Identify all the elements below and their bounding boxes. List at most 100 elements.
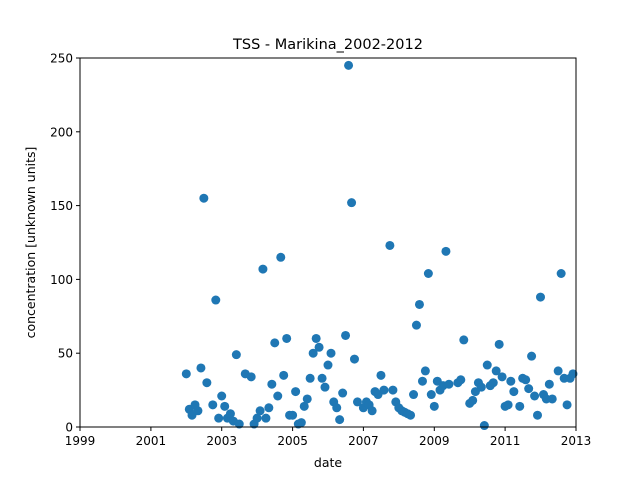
data-point (273, 391, 283, 401)
data-point (255, 406, 265, 416)
data-point (376, 370, 386, 380)
x-tick-label: 2005 (277, 434, 308, 448)
data-point (296, 418, 306, 428)
data-point (341, 330, 351, 340)
x-tick-label: 2007 (348, 434, 379, 448)
data-point (352, 397, 362, 407)
data-point (444, 379, 454, 389)
data-point (429, 401, 439, 411)
data-points (181, 60, 578, 431)
data-point (509, 387, 519, 397)
data-point (417, 376, 427, 386)
data-point (367, 406, 377, 416)
data-point (468, 395, 478, 405)
x-tick-label: 2009 (419, 434, 450, 448)
data-point (270, 338, 280, 348)
data-point (426, 390, 436, 400)
data-point (506, 376, 516, 386)
data-point (420, 366, 430, 376)
y-tick-label: 50 (58, 347, 73, 361)
data-point (456, 375, 466, 385)
data-point (193, 406, 203, 416)
data-point (291, 387, 301, 397)
data-point (524, 384, 534, 394)
data-point (521, 375, 531, 385)
data-point (553, 366, 563, 376)
data-point (326, 348, 336, 358)
data-point (288, 410, 298, 420)
data-point (441, 246, 451, 256)
data-point (276, 252, 286, 262)
data-point (305, 373, 315, 383)
data-point (479, 421, 489, 431)
data-point (494, 339, 504, 349)
data-point (530, 391, 540, 401)
data-point (264, 403, 274, 413)
y-tick-label: 200 (50, 125, 73, 139)
data-point (388, 385, 398, 395)
chart-title: TSS - Marikina_2002-2012 (232, 37, 423, 53)
data-point (338, 388, 348, 398)
data-point (225, 409, 235, 419)
data-point (181, 369, 191, 379)
x-tick-label: 2001 (136, 434, 167, 448)
data-point (349, 354, 359, 364)
data-point (527, 351, 537, 361)
y-tick-label: 0 (65, 421, 73, 435)
data-point (332, 403, 342, 413)
data-point (409, 390, 419, 400)
data-point (234, 419, 244, 429)
y-tick-label: 250 (50, 52, 73, 66)
plot-frame (79, 57, 577, 428)
data-point (196, 363, 206, 373)
data-point (299, 401, 309, 411)
data-point (317, 373, 327, 383)
data-point (323, 360, 333, 370)
data-point (308, 348, 318, 358)
data-point (311, 333, 321, 343)
data-point (459, 335, 469, 345)
x-tick-label: 2011 (490, 434, 521, 448)
data-point (385, 240, 395, 250)
data-point (379, 385, 389, 395)
y-axis-label: concentration [unknown units] (23, 147, 38, 339)
data-point (335, 415, 345, 425)
data-point (217, 391, 227, 401)
data-point (544, 379, 554, 389)
data-point (258, 264, 268, 274)
data-point (497, 372, 507, 382)
x-tick-label: 1999 (65, 434, 96, 448)
data-point (491, 366, 501, 376)
data-point (199, 193, 209, 203)
data-point (282, 333, 292, 343)
data-point (208, 400, 218, 410)
data-point (482, 360, 492, 370)
x-tick-label: 2013 (561, 434, 592, 448)
data-point (476, 382, 486, 392)
x-axis-ticks: 1999 2001 2003 2005 2007 2009 2011 2013 (65, 427, 592, 448)
data-point (220, 401, 230, 411)
data-point (211, 295, 221, 305)
data-point (406, 410, 416, 420)
data-point (279, 370, 289, 380)
y-tick-label: 150 (50, 199, 73, 213)
data-point (414, 299, 424, 309)
x-tick-label: 2003 (206, 434, 237, 448)
data-point (515, 401, 525, 411)
data-point (411, 320, 421, 330)
data-point (214, 413, 224, 423)
data-point (503, 400, 513, 410)
data-point (347, 198, 357, 208)
data-point (562, 400, 572, 410)
data-point (536, 292, 545, 302)
data-point (267, 379, 277, 389)
data-point (568, 369, 578, 379)
data-point (488, 378, 498, 388)
data-point (320, 382, 330, 392)
y-tick-label: 100 (50, 273, 73, 287)
data-point (423, 269, 433, 278)
data-point (533, 410, 542, 420)
data-point (231, 350, 241, 360)
data-point (302, 394, 312, 404)
